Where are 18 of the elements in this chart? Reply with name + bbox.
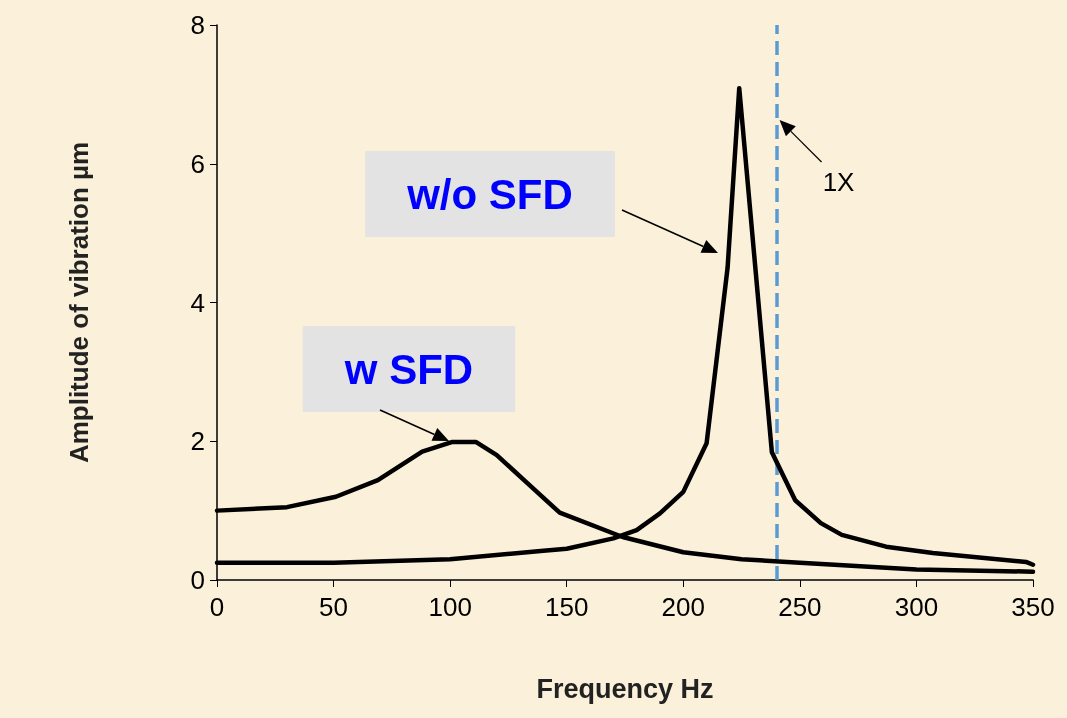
y-tick-label: 4 <box>190 287 205 318</box>
x-tick-label: 150 <box>545 592 589 622</box>
y-axis-title: Amplitude of vibration µm <box>64 141 94 464</box>
y-tick-label: 0 <box>190 565 205 595</box>
x-axis-title: Frequency Hz <box>536 673 714 704</box>
y-tick-label: 6 <box>190 148 205 179</box>
ref-line-label: 1X <box>822 167 855 197</box>
x-tick-label: 200 <box>661 592 705 622</box>
y-tick-label: 2 <box>190 426 205 457</box>
y-tick-label: 8 <box>190 10 205 40</box>
x-tick-label: 100 <box>428 592 472 622</box>
x-tick-label: 350 <box>1011 592 1055 622</box>
annotation: w SFD <box>343 345 474 393</box>
x-tick-label: 50 <box>319 592 349 622</box>
x-tick-label: 0 <box>209 592 225 622</box>
x-tick-label: 250 <box>778 592 822 622</box>
x-tick-label: 300 <box>894 592 939 622</box>
annotation: w/o SFD <box>406 170 573 218</box>
